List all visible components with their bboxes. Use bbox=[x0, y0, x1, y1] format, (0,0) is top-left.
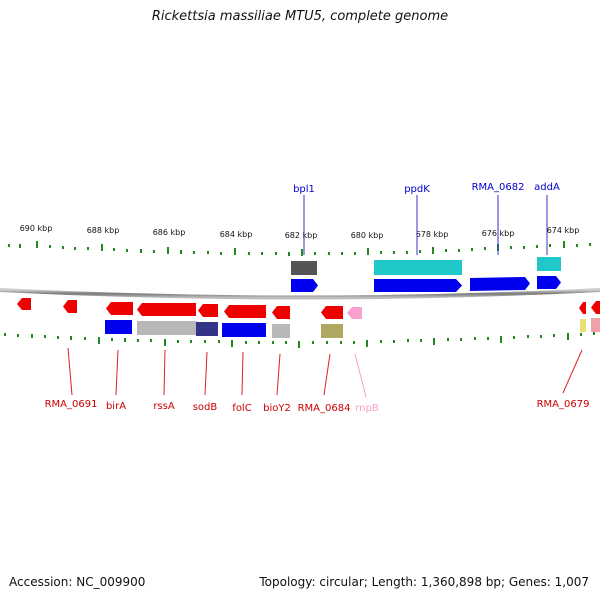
gene-arrow-adda[interactable] bbox=[537, 276, 561, 289]
cog-box[interactable] bbox=[222, 323, 266, 337]
gene-label-rnpb: rnpB bbox=[355, 403, 379, 414]
gene-arrow-rma0682[interactable] bbox=[470, 277, 530, 291]
cog-box[interactable] bbox=[137, 321, 197, 335]
gene-arrow-bira[interactable] bbox=[106, 302, 133, 315]
cog-box[interactable] bbox=[537, 257, 561, 271]
cog-box[interactable] bbox=[291, 261, 317, 275]
gene-arrow-bioy2[interactable] bbox=[272, 306, 290, 319]
cog-box[interactable] bbox=[591, 318, 600, 332]
accession-text: Accession: NC_009900 bbox=[9, 575, 146, 589]
ruler-label: 688 kbp bbox=[87, 226, 120, 235]
gene-label-bira: birA bbox=[106, 401, 126, 412]
ruler-label: 686 kbp bbox=[153, 228, 186, 237]
ruler-label: 684 kbp bbox=[220, 230, 253, 239]
genome-backbone bbox=[0, 288, 600, 300]
gene-arrow-folc[interactable] bbox=[224, 305, 266, 318]
cog-box[interactable] bbox=[321, 324, 343, 338]
gene-label-adda: addA bbox=[534, 182, 560, 193]
map-title: Rickettsia massiliae MTU5, complete geno… bbox=[151, 9, 449, 24]
gene-arrow-rssa[interactable] bbox=[137, 303, 196, 316]
top-labels: bpl1 ppdK RMA_0682 addA bbox=[293, 182, 560, 195]
gene-label-rma0679: RMA_0679 bbox=[537, 399, 590, 410]
gene-label-rma0684: RMA_0684 bbox=[298, 403, 351, 414]
cog-box[interactable] bbox=[272, 324, 290, 338]
reverse-cog-track bbox=[105, 318, 600, 338]
gene-label-bpl1: bpl1 bbox=[293, 184, 315, 195]
gene-label-rma0691: RMA_0691 bbox=[45, 399, 98, 410]
ruler-label: 680 kbp bbox=[351, 231, 384, 240]
cog-box[interactable] bbox=[580, 319, 586, 332]
gene-arrow-rma0684[interactable] bbox=[321, 306, 343, 319]
gene-label-bioy2: bioY2 bbox=[263, 403, 291, 414]
cog-box[interactable] bbox=[374, 260, 462, 275]
gene-arrow-rev[interactable] bbox=[17, 298, 31, 310]
gene-arrow-bpl1[interactable] bbox=[291, 279, 318, 292]
bottom-labels: RMA_0691 birA rssA sodB folC bioY2 RMA_0… bbox=[45, 399, 590, 414]
upper-tick-track bbox=[8, 241, 591, 256]
forward-cds-track bbox=[291, 276, 561, 292]
genome-stats-text: Topology: circular; Length: 1,360,898 bp… bbox=[259, 575, 589, 589]
gene-arrow-sodb[interactable] bbox=[198, 304, 218, 317]
cog-box[interactable] bbox=[105, 320, 132, 334]
gene-label-sodb: sodB bbox=[193, 402, 218, 413]
gene-label-rma0682: RMA_0682 bbox=[472, 182, 525, 193]
ruler-label: 674 kbp bbox=[547, 226, 580, 235]
ruler-label: 690 kbp bbox=[20, 224, 53, 233]
ruler-label: 682 kbp bbox=[285, 231, 318, 240]
top-leader-lines bbox=[303, 195, 548, 255]
bottom-leader-lines bbox=[67, 347, 583, 396]
gene-arrow-rma0679[interactable] bbox=[579, 302, 586, 314]
gene-arrow-rev[interactable] bbox=[591, 301, 600, 314]
reverse-cds-track bbox=[17, 298, 600, 319]
gene-arrow-rma0691[interactable] bbox=[63, 300, 77, 313]
lower-tick-track bbox=[4, 332, 595, 348]
ruler-labels: 690 kbp 688 kbp 686 kbp 684 kbp 682 kbp … bbox=[20, 224, 580, 240]
cog-box[interactable] bbox=[196, 322, 218, 336]
rna-arrow-rnpb[interactable] bbox=[347, 307, 362, 319]
gene-arrow-ppdK[interactable] bbox=[374, 279, 462, 292]
ruler-label: 678 kbp bbox=[416, 230, 449, 239]
gene-label-ppdK: ppdK bbox=[404, 184, 430, 195]
gene-label-folc: folC bbox=[232, 403, 251, 414]
bottom-leader-line-rnpb bbox=[354, 353, 367, 398]
gene-label-rssa: rssA bbox=[153, 401, 175, 412]
